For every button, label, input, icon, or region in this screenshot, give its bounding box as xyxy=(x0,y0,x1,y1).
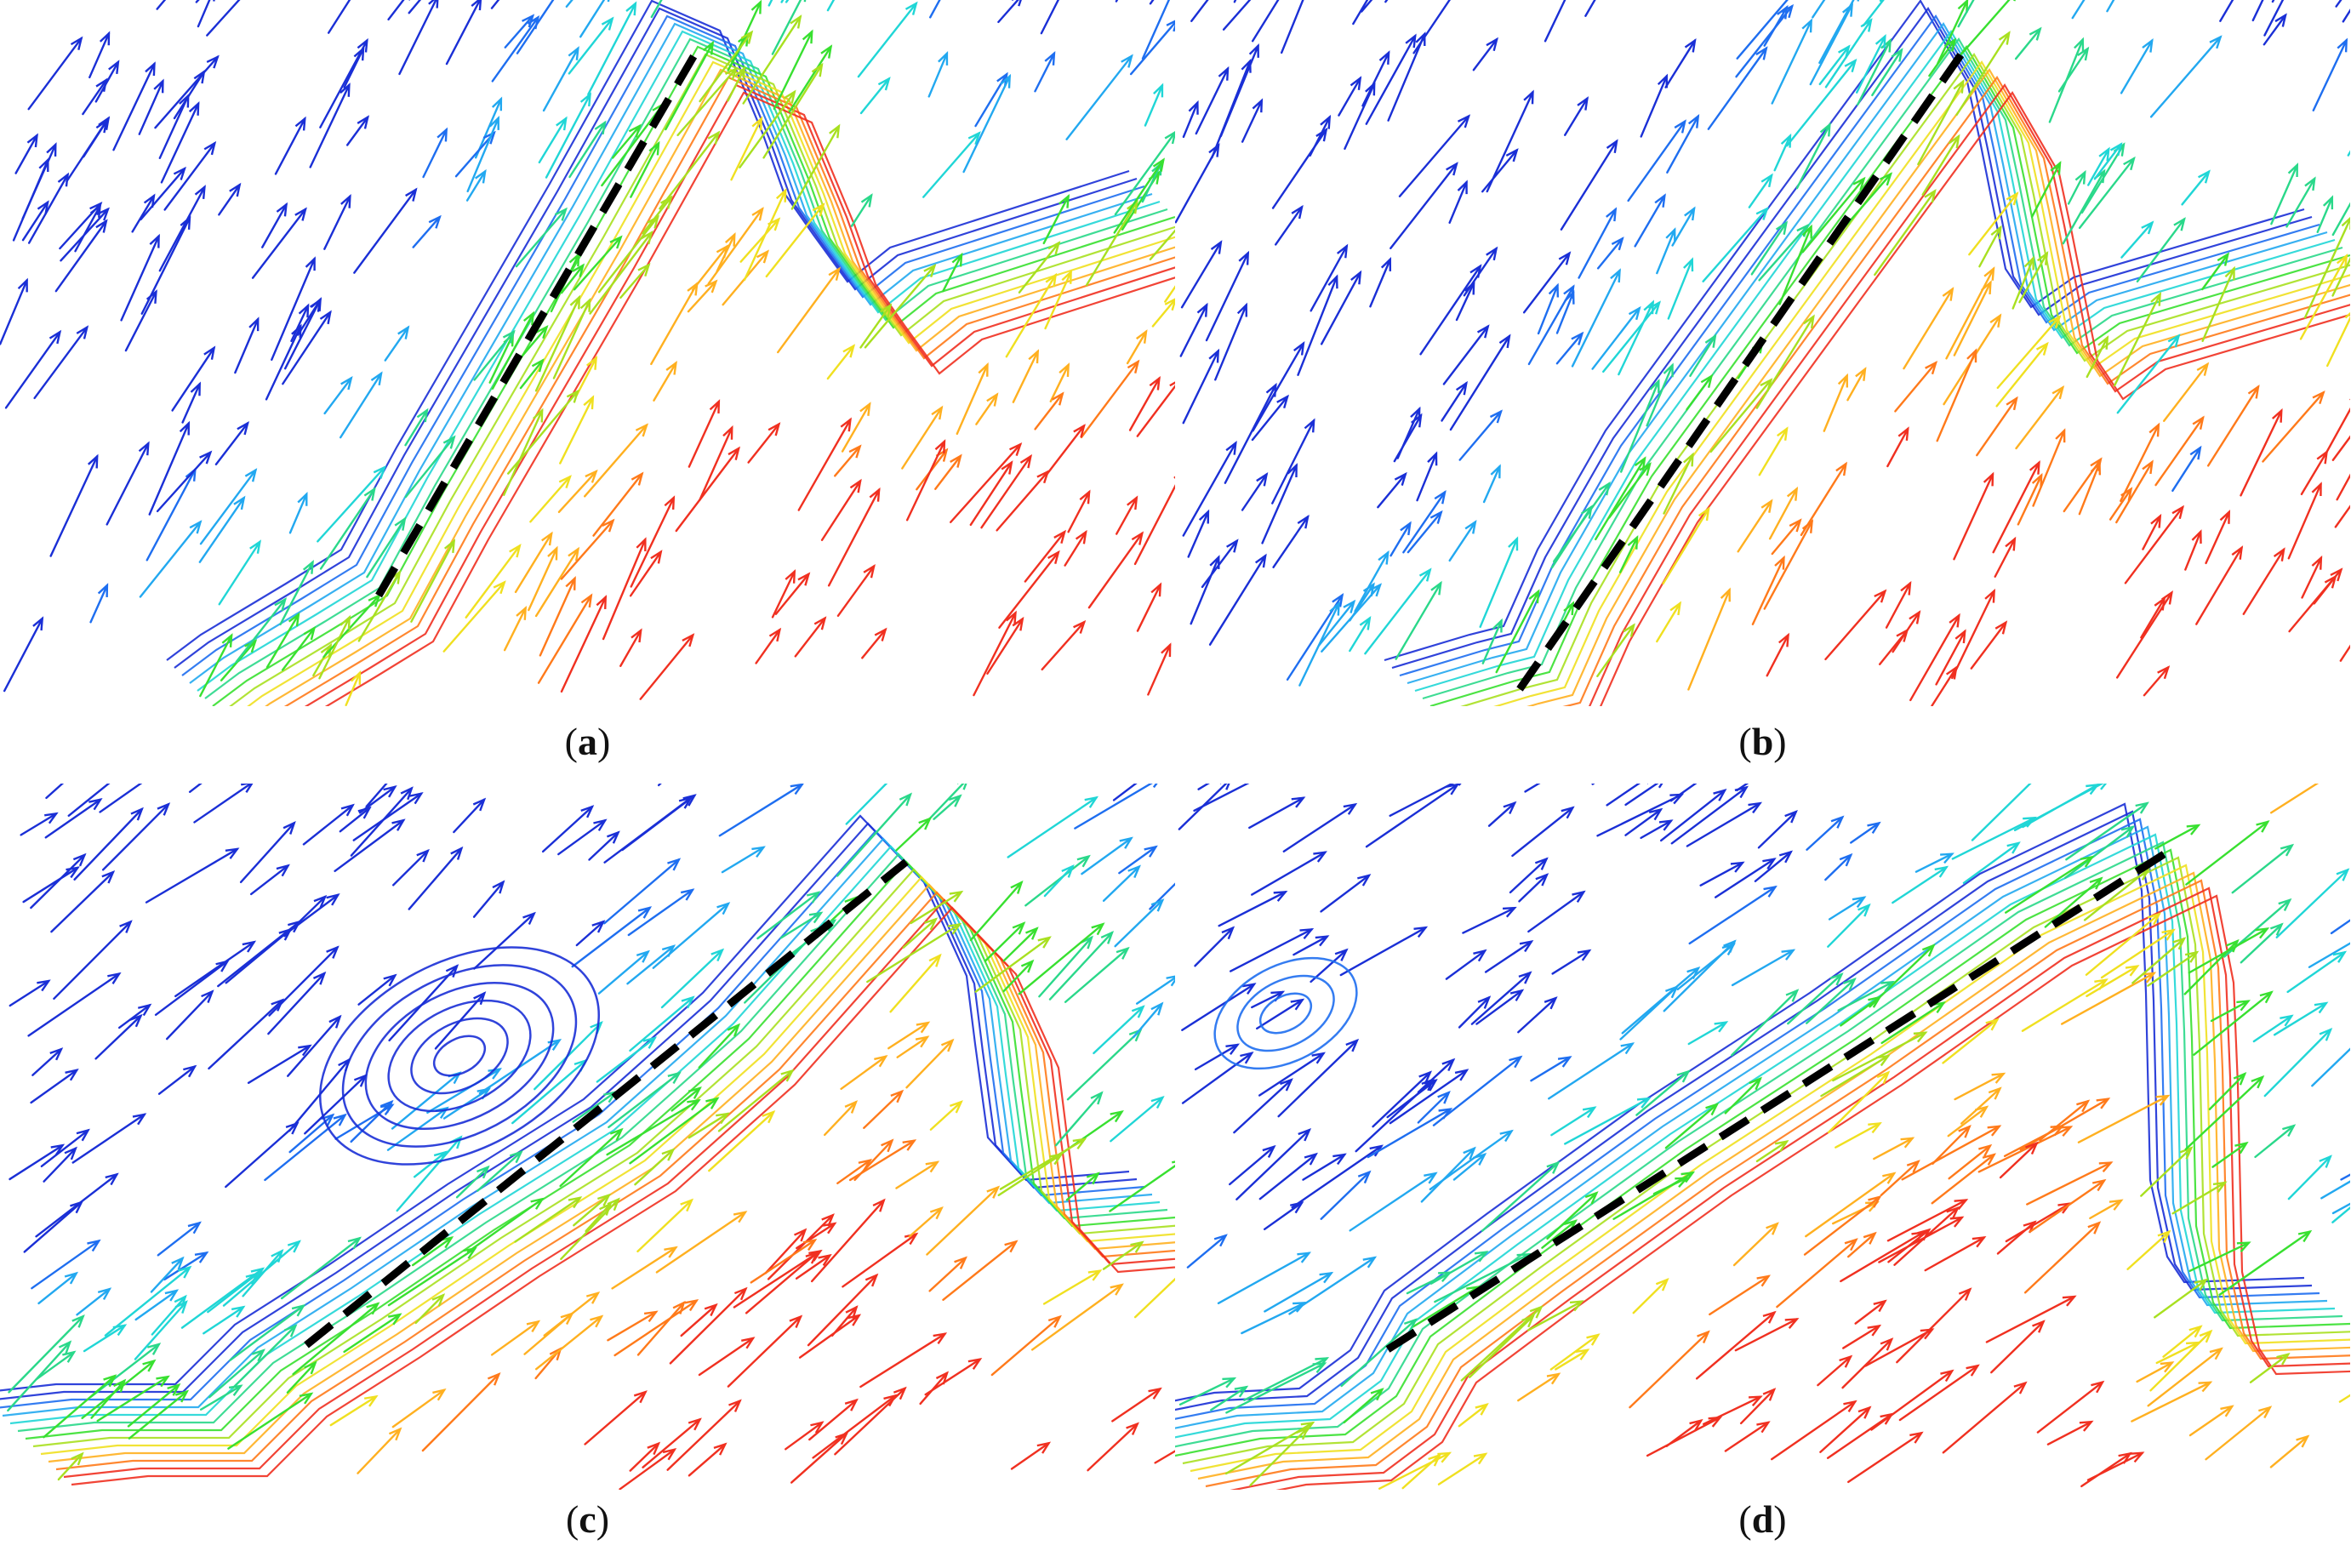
fluid-region-a xyxy=(166,0,1175,706)
velocity-vectors-c xyxy=(7,784,1175,1490)
caption-label-a: a xyxy=(578,720,597,763)
caption-label-c: c xyxy=(579,1497,596,1541)
vortex-c xyxy=(318,946,601,1166)
fluid-region-b xyxy=(1384,0,2350,706)
dashed-separation-line-b xyxy=(1516,44,1970,692)
caption-label-b: b xyxy=(1751,720,1774,763)
vortex-d xyxy=(1213,956,1358,1070)
flow-field-c xyxy=(0,784,1175,1490)
panel-a: (a) xyxy=(0,0,1175,784)
velocity-vectors-a xyxy=(0,0,1175,706)
panel-b: (b) xyxy=(1175,0,2350,784)
dashed-separation-line-d xyxy=(1385,847,2173,1353)
fluid-region-c xyxy=(0,814,1175,1486)
panel-d: (d) xyxy=(1175,784,2350,1567)
flow-field-b xyxy=(1175,0,2350,706)
caption-c: (c) xyxy=(565,1497,610,1541)
flow-field-a xyxy=(0,0,1175,706)
dashed-separation-line-a xyxy=(375,47,701,598)
flow-field-d xyxy=(1175,784,2350,1490)
velocity-vectors-b xyxy=(1175,0,2350,706)
panel-c: (c) xyxy=(0,784,1175,1567)
caption-a: (a) xyxy=(564,720,611,763)
caption-d: (d) xyxy=(1738,1497,1787,1541)
dashed-separation-line-c xyxy=(304,858,909,1348)
caption-b: (b) xyxy=(1738,720,1787,763)
caption-label-d: d xyxy=(1751,1497,1774,1541)
velocity-vectors-d xyxy=(1178,784,2350,1490)
